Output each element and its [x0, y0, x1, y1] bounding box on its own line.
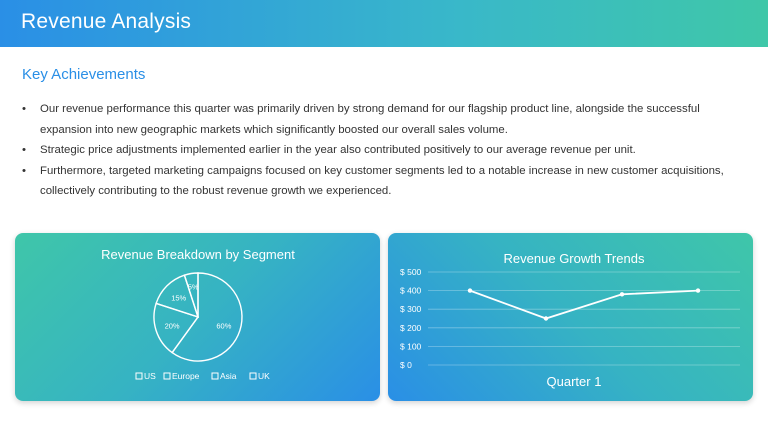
pie-slice-europe — [153, 302, 200, 354]
legend-item-us: US — [135, 371, 156, 381]
pie-value-label: 60% — [216, 321, 231, 330]
legend-item-asia: Asia — [211, 371, 237, 381]
pie-chart-title: Revenue Breakdown by Segment — [101, 247, 295, 262]
legend-swatch — [211, 372, 219, 380]
y-tick-label: $ 200 — [400, 323, 422, 333]
pie-value-label: 15% — [171, 294, 186, 303]
legend-item-uk: UK — [249, 371, 270, 381]
legend-label: US — [144, 371, 156, 381]
pie-value-label: 20% — [165, 321, 180, 330]
pie-chart-card: Revenue Breakdown by Segment 60% 20% 15% 5%… — [15, 233, 380, 401]
y-tick-label: $ 300 — [400, 304, 422, 314]
y-tick-label: $ 100 — [400, 341, 422, 351]
legend-swatch — [163, 372, 171, 380]
legend-label: Asia — [220, 371, 237, 381]
pie-value-label: 5% — [188, 283, 199, 292]
legend-label: UK — [258, 371, 270, 381]
legend-swatch — [249, 372, 257, 380]
data-point — [619, 292, 625, 297]
data-point — [695, 288, 701, 293]
bullet-item: Furthermore, targeted marketing campaign… — [22, 161, 742, 202]
bullet-list: Our revenue performance this quarter was… — [22, 99, 742, 202]
pie-chart: Revenue Breakdown by Segment 60% 20% 15%5%… — [101, 247, 295, 381]
y-tick-label: $ 0 — [400, 360, 412, 370]
header-bar: Revenue Analysis — [0, 0, 768, 47]
y-tick-label: $ 400 — [400, 286, 422, 296]
legend-label: Europe — [172, 371, 200, 381]
line-chart: Revenue Growth Trends Quarter 1 $ 0 $ 100… — [400, 251, 740, 389]
series-line — [469, 289, 699, 320]
x-axis-label: Quarter 1 — [547, 374, 602, 389]
bullet-item: Strategic price adjustments implemented … — [22, 140, 742, 161]
section-title: Key Achievements — [22, 66, 146, 83]
legend-item-europe: Europe — [163, 371, 200, 381]
bullet-item: Our revenue performance this quarter was… — [22, 99, 742, 140]
pie-slice-us — [171, 272, 243, 362]
line-chart-title: Revenue Growth Trends — [504, 251, 645, 266]
pie-slice-uk — [183, 272, 199, 318]
legend-swatch — [135, 372, 143, 380]
page-title: Revenue Analysis — [21, 10, 192, 33]
data-point — [467, 288, 473, 293]
data-point — [543, 316, 549, 321]
y-tick-label: $ 500 — [400, 267, 422, 277]
line-chart-card: Revenue Growth Trends Quarter 1 $ 0 $ 100… — [388, 233, 753, 401]
